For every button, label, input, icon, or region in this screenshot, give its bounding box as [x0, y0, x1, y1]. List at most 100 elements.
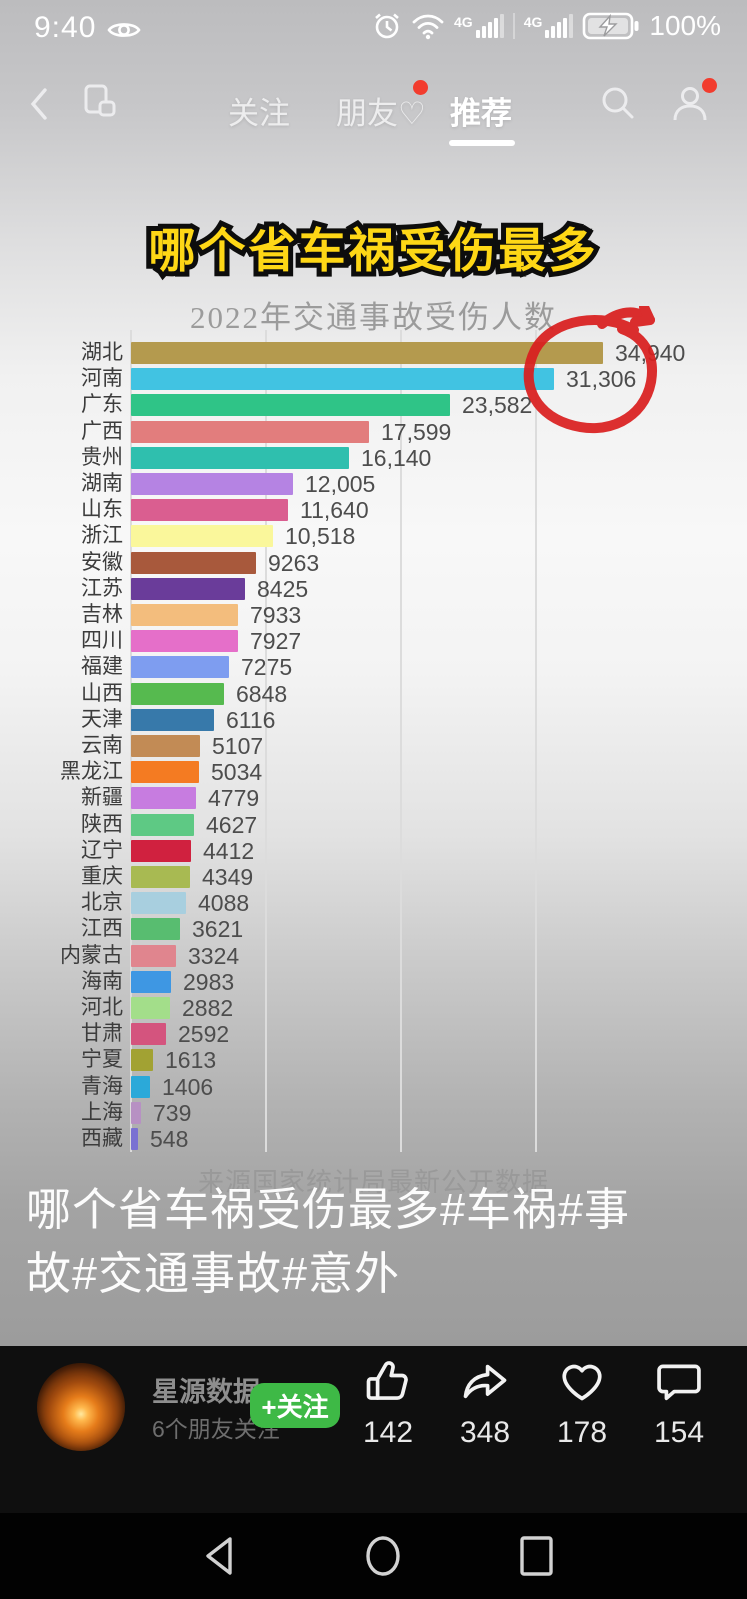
bar — [131, 578, 245, 600]
chart-row-北京: 北京 4088 — [0, 890, 747, 916]
bar — [131, 683, 224, 705]
video-headline: 哪个省车祸受伤最多 哪个省车祸受伤最多 — [0, 212, 747, 282]
search-icon[interactable] — [598, 84, 638, 124]
signal-icon-2: 4G — [524, 14, 574, 38]
signal-icon: 4G — [454, 14, 504, 38]
clock-time: 9:40 — [34, 11, 97, 44]
chart-row-湖南: 湖南 12,005 — [0, 471, 747, 497]
bar-label: 浙江 — [81, 524, 123, 547]
chart-row-云南: 云南 5107 — [0, 733, 747, 759]
bar — [131, 814, 194, 836]
chart-row-河北: 河北 2882 — [0, 995, 747, 1021]
bar-value: 4779 — [208, 785, 260, 811]
bar-label: 河南 — [81, 367, 123, 390]
bar-value: 23,582 — [462, 392, 533, 418]
bar-label: 贵州 — [81, 446, 123, 469]
friends-badge-dot — [413, 80, 428, 95]
like-button[interactable]: 142 — [340, 1356, 436, 1450]
profile-icon[interactable] — [668, 82, 712, 126]
bar — [131, 892, 186, 914]
chart-row-陕西: 陕西 4627 — [0, 812, 747, 838]
active-tab-underline — [449, 140, 515, 146]
android-back-icon[interactable] — [196, 1531, 246, 1581]
bar-value: 6116 — [226, 707, 276, 733]
bar-label: 海南 — [81, 970, 123, 993]
bar — [131, 473, 293, 495]
bar — [131, 656, 229, 678]
bar — [131, 1049, 153, 1071]
battery-percent: 100% — [649, 10, 721, 41]
bar-value: 3324 — [188, 943, 240, 969]
chart-row-宁夏: 宁夏 1613 — [0, 1047, 747, 1073]
video-caption[interactable]: 哪个省车祸受伤最多#车祸#事 故#交通事故#意外 — [26, 1178, 726, 1306]
android-home-icon[interactable] — [358, 1531, 408, 1581]
chart-row-河南: 河南 31,306 — [0, 366, 747, 392]
bar-label: 福建 — [81, 655, 123, 678]
bar-label: 黑龙江 — [60, 760, 123, 783]
bar-label: 内蒙古 — [60, 944, 123, 967]
bar-value: 4349 — [202, 864, 254, 890]
creator-avatar[interactable] — [37, 1363, 125, 1451]
bar-label: 西藏 — [81, 1127, 123, 1150]
chart-row-吉林: 吉林 7933 — [0, 602, 747, 628]
bar-label: 广西 — [81, 420, 123, 443]
bar-label: 重庆 — [81, 865, 123, 888]
status-divider — [512, 13, 515, 39]
chart-row-四川: 四川 7927 — [0, 628, 747, 654]
status-bar: 9:40 — [0, 0, 747, 58]
comment-button[interactable]: 154 — [631, 1356, 727, 1450]
bar — [131, 342, 603, 364]
bar — [131, 840, 191, 862]
android-recents-icon[interactable] — [512, 1531, 562, 1581]
bar — [131, 368, 554, 390]
bar-label: 江西 — [81, 917, 123, 940]
bar-value: 8425 — [257, 576, 309, 602]
bar-value: 4088 — [198, 890, 250, 916]
bar-label: 安徽 — [81, 551, 123, 574]
gridline-20000 — [400, 330, 403, 1152]
bar-value: 3621 — [192, 916, 244, 942]
bar-value: 7927 — [250, 628, 302, 654]
bar — [131, 1023, 166, 1045]
tab-recommend[interactable]: 推荐 — [450, 96, 512, 131]
bar-label: 山东 — [81, 498, 123, 521]
bar-label: 江苏 — [81, 577, 123, 600]
bar — [131, 787, 196, 809]
creator-username[interactable]: 星源数据 — [152, 1377, 260, 1407]
bar-label: 云南 — [81, 734, 123, 757]
bar-label: 宁夏 — [81, 1048, 123, 1071]
bar-label: 天津 — [81, 708, 123, 731]
bar-value: 1613 — [165, 1047, 217, 1073]
chart-row-贵州: 贵州 16,140 — [0, 445, 747, 471]
follow-button[interactable]: +关注 — [250, 1383, 340, 1428]
bar — [131, 735, 200, 757]
heart-icon — [562, 1364, 602, 1401]
bar — [131, 709, 214, 731]
screen-cast-icon[interactable] — [78, 80, 122, 124]
bar — [131, 1128, 138, 1150]
chart-row-福建: 福建 7275 — [0, 654, 747, 680]
bar-value: 739 — [153, 1100, 192, 1126]
video-headline-outline: 哪个省车祸受伤最多 — [144, 219, 601, 282]
favorite-count: 178 — [556, 1416, 608, 1449]
android-nav-bar — [0, 1513, 747, 1599]
bar-label: 湖南 — [81, 472, 123, 495]
chart-title: 2022年交通事故受伤人数 — [190, 300, 557, 335]
chart-row-江西: 江西 3621 — [0, 916, 747, 942]
chart-row-浙江: 浙江 10,518 — [0, 523, 747, 549]
bar-value: 5034 — [211, 759, 263, 785]
tab-follow[interactable]: 关注 — [228, 96, 290, 131]
chart-row-青海: 青海 1406 — [0, 1074, 747, 1100]
video-frame[interactable]: 哪个省车祸受伤最多 哪个省车祸受伤最多 2022年交通事故受伤人数 湖北 34,9… — [0, 0, 747, 1346]
bar-value: 31,306 — [566, 366, 637, 392]
tab-friends[interactable]: 朋友♡ — [336, 96, 426, 131]
like-count: 142 — [362, 1416, 414, 1449]
forward-button[interactable]: 348 — [437, 1356, 533, 1450]
caption-line-1: 哪个省车祸受伤最多#车祸#事 — [26, 1184, 631, 1235]
wifi-icon — [412, 14, 444, 40]
bar-label: 辽宁 — [81, 839, 123, 862]
bar-label: 北京 — [81, 891, 123, 914]
favorite-button[interactable]: 178 — [534, 1356, 630, 1450]
video-headline-text: 哪个省车祸受伤最多 — [148, 224, 599, 277]
back-icon[interactable] — [24, 84, 54, 124]
